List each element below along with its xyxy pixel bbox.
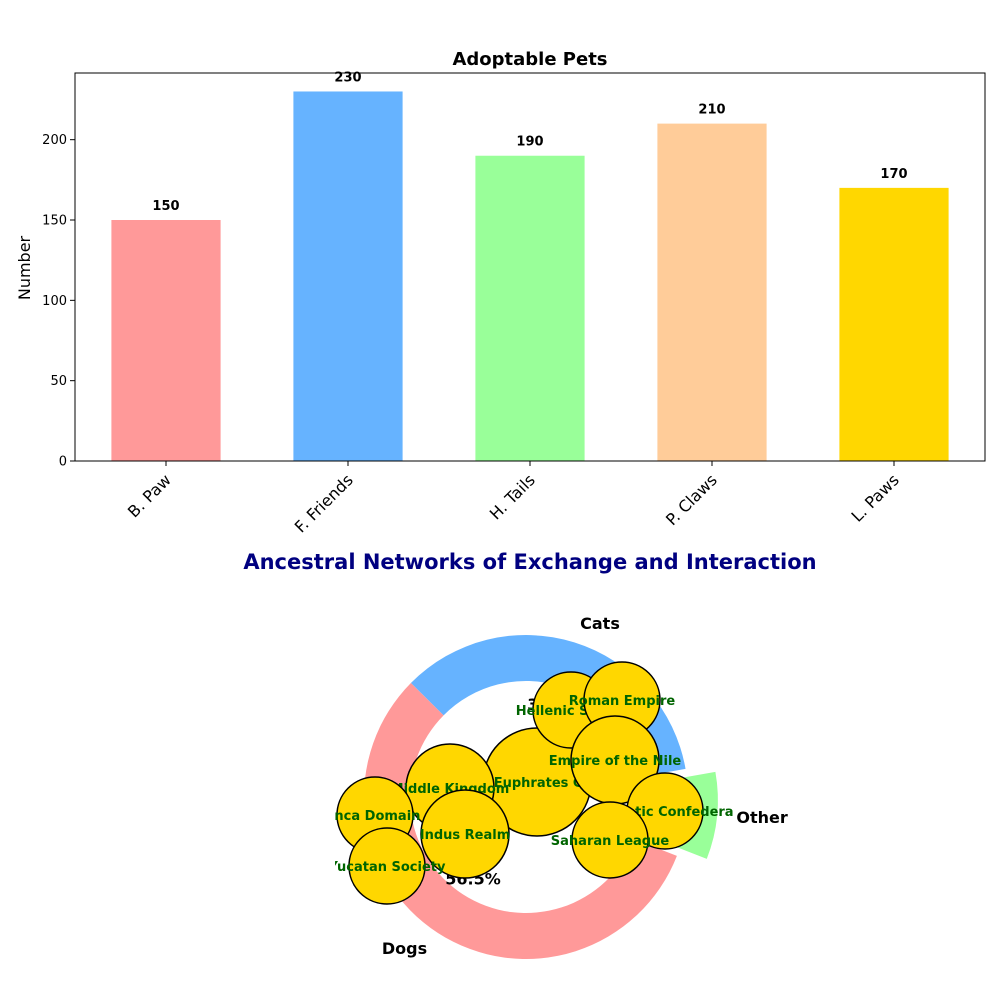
bar-chart: Adoptable Pets Number 0 50 100 150 200 150 23… <box>15 49 986 536</box>
bar-y-tick-label: 200 <box>42 133 67 148</box>
bar-value-label: 230 <box>334 70 361 85</box>
bar-value-label: 210 <box>698 103 725 118</box>
bar-x-tick-label: B. Paw <box>124 470 175 521</box>
bar <box>839 187 949 461</box>
bar-y-tick-label: 50 <box>50 374 67 389</box>
network-node-label: Indus Realm <box>420 828 511 843</box>
bar-y-tick-label: 100 <box>42 294 67 309</box>
bar <box>293 91 403 461</box>
bar-x-ticks: B. Paw F. Friends H. Tails P. Claws L. Paws <box>124 461 903 536</box>
bar-value-label: 170 <box>880 167 907 182</box>
bar-value-label: 150 <box>152 199 179 214</box>
bar-x-tick-label: L. Paws <box>847 470 902 525</box>
donut-slice-label: Dogs <box>382 939 427 958</box>
network-node <box>348 827 426 905</box>
donut-slice-label: Other <box>736 808 787 827</box>
bar-y-ticks: 0 50 100 150 200 <box>42 133 75 470</box>
bar-bars: 150 230 190 210 170 <box>111 70 949 461</box>
donut-chart: Ancestral Networks of Exchange and Inter… <box>243 550 817 959</box>
network-node-label: Roman Empire <box>569 694 676 709</box>
bar <box>657 123 767 461</box>
bar <box>111 220 221 461</box>
bar-value-label: 190 <box>516 135 543 150</box>
bar-y-tick-label: 150 <box>42 214 67 229</box>
bar-chart-title: Adoptable Pets <box>452 49 607 70</box>
network-node-label: Yucatan Society <box>328 860 446 875</box>
network-node <box>571 801 649 879</box>
bar-x-tick-label: P. Claws <box>662 470 721 529</box>
bar-x-tick-label: F. Friends <box>291 470 357 536</box>
donut-slice-label: Cats <box>580 614 620 633</box>
bar-chart-ylabel: Number <box>15 235 34 300</box>
network-node <box>420 789 510 879</box>
bar-x-tick-label: H. Tails <box>486 470 539 523</box>
network-node-label: Empire of the Nile <box>549 754 682 769</box>
donut-slice <box>364 683 677 959</box>
network-node-label: Saharan League <box>551 834 670 849</box>
bar-plot-frame <box>74 72 986 462</box>
bar <box>475 155 585 461</box>
donut-chart-title: Ancestral Networks of Exchange and Inter… <box>243 550 816 574</box>
network-node-label: Inca Domain <box>330 809 421 824</box>
bar-y-tick-label: 0 <box>59 455 67 470</box>
